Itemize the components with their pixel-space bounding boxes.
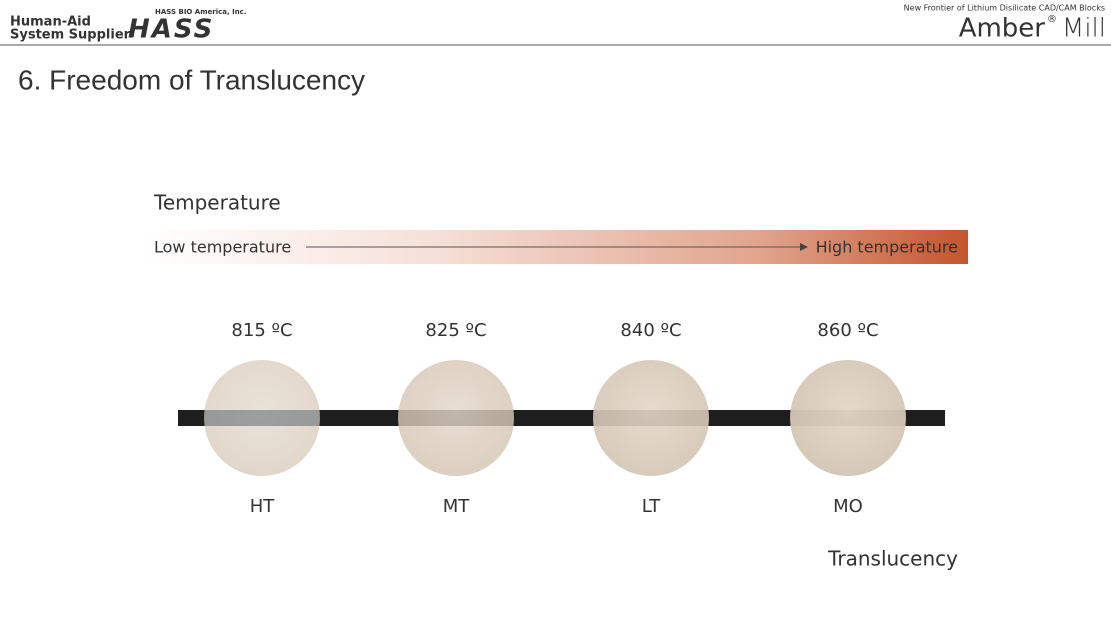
- sample-disc: [593, 360, 709, 476]
- temperature-label: Temperature: [153, 191, 281, 215]
- low-label: Low temperature: [154, 238, 291, 257]
- product-name: Mill: [1062, 14, 1106, 44]
- tagline: Human-Aid: [10, 15, 91, 30]
- tagline: System Supplier: [10, 28, 131, 43]
- samples: 815 ºC HT 825 ºC MT 840 ºC LT 860 ºC MO: [204, 320, 906, 517]
- sample-temperature: 840 ºC: [620, 320, 681, 341]
- sample-label: MT: [443, 496, 471, 517]
- sample-label: LT: [642, 496, 662, 517]
- product-subtitle: New Frontier of Lithium Disilicate CAD/C…: [904, 4, 1105, 13]
- sample-temperature: 815 ºC: [231, 320, 292, 341]
- sample-disc: [398, 360, 514, 476]
- sample-disc: [790, 360, 906, 476]
- high-label: High temperature: [816, 238, 958, 257]
- logo: HASS: [128, 15, 214, 45]
- company-name: HASS BIO America, Inc.: [155, 8, 247, 16]
- translucency-label: Translucency: [827, 547, 958, 571]
- product-name: Amber: [959, 14, 1046, 44]
- registered-mark: ®: [1047, 14, 1057, 25]
- slide-title: 6. Freedom of Translucency: [18, 64, 365, 95]
- sample-label: MO: [833, 496, 863, 517]
- sample-temperature: 860 ºC: [817, 320, 878, 341]
- background-band: [178, 410, 945, 426]
- sample-temperature: 825 ºC: [425, 320, 486, 341]
- arrow-head: [800, 243, 808, 251]
- sample-label: HT: [250, 496, 276, 517]
- band-through-disc: [206, 410, 318, 426]
